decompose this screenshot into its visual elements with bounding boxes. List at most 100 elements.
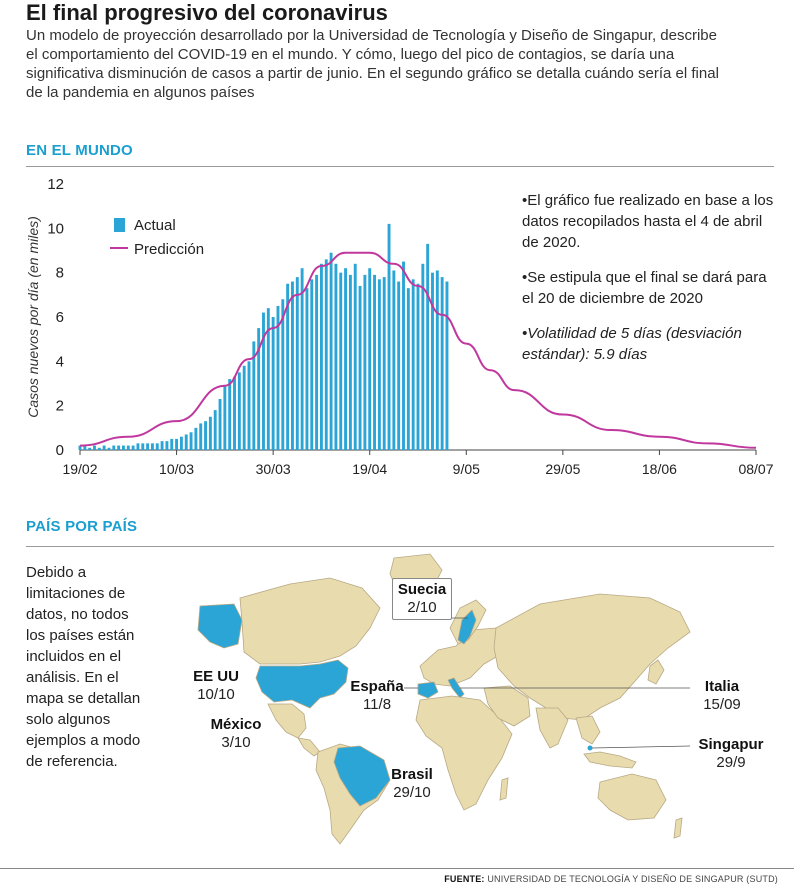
actual-bar [199,423,203,450]
actual-bar [88,447,92,450]
x-tick-label: 19/04 [352,461,387,477]
note-volatility: •Volatilidad de 5 días (desviación están… [522,325,742,363]
x-tick-label: 9/05 [453,461,480,477]
section-divider [26,546,774,547]
actual-bar [300,268,304,450]
actual-bar [339,272,343,450]
indonesia-shape [583,751,637,769]
country-name: Brasil [391,766,433,783]
actual-bar [83,445,87,450]
country-end-date: 11/8 [362,696,392,713]
actual-bar [252,341,256,450]
actual-bar [276,305,280,450]
actual-bar [281,299,285,450]
actual-bar [93,445,96,450]
country-end-date: 29/9 [716,754,746,771]
italy-shape [447,677,465,699]
country-label-espana: España 11/8 [348,678,406,714]
actual-bar [440,277,444,450]
actual-bar [377,279,381,450]
mexico-shape [267,703,307,739]
actual-bar [150,443,154,450]
actual-bar [175,438,179,450]
country-name: Suecia [397,581,447,598]
actual-bar [194,427,198,450]
actual-bar [213,410,217,450]
actual-bar [319,263,323,450]
actual-bar [208,416,212,450]
actual-bar [286,283,290,450]
footer-divider [0,868,794,869]
y-tick-label: 0 [56,442,64,459]
actual-bar [160,441,164,450]
actual-bar [431,272,434,450]
actual-bar [112,445,116,450]
actual-bar [348,274,352,450]
actual-bar [107,447,111,450]
brazil-shape [333,745,391,807]
actual-bar [170,438,174,450]
footer-source: FUENTE: UNIVERSIDAD DE TECNOLOGÍA Y DISE… [444,874,778,884]
actual-bar [266,308,270,450]
actual-bar [117,445,121,450]
y-tick-label: 4 [56,353,64,370]
country-label-usa: EE UU 10/10 [190,668,242,704]
actual-bar [363,274,367,450]
country-label-italia: Italia 15/09 [694,678,750,714]
actual-bar [122,445,125,450]
southeast-asia-shape [575,715,601,745]
country-name: España [350,678,404,695]
world-cases-chart: 0 2 4 6 8 10 12 19/02 10/03 30/03 19/04 9/05 29/05 18… [25,176,774,477]
india-shape [535,707,569,749]
actual-bar [136,443,140,450]
note-end: •Se estipula que el final se dará para e… [522,269,767,307]
actual-bar [218,399,222,450]
actual-bar [184,434,188,450]
prediction-line [79,251,757,449]
actual-bar [324,259,328,450]
actual-bar [445,281,449,450]
page-title: El final progresivo del coronavirus [26,0,388,25]
actual-bar [392,270,396,450]
country-label-mexico: México 3/10 [204,716,268,752]
country-name: EE UU [193,668,239,685]
actual-bar [406,288,410,450]
country-label-singapur: Singapur 29/9 [694,736,768,772]
legend-prediction-label: Predicción [134,241,204,258]
actual-bar [271,317,275,450]
actual-bar [228,379,232,450]
actual-bar [315,274,319,450]
x-tick-label: 30/03 [256,461,291,477]
x-tick-label: 29/05 [545,461,580,477]
actual-bar [334,263,338,450]
y-tick-label: 6 [56,309,64,326]
singapore-leader-line [591,745,691,749]
country-name: Italia [704,678,740,695]
legend-actual-label: Actual [134,217,176,234]
y-axis-title: Casos nuevos por día (en miles) [25,216,41,418]
actual-bar [141,443,145,450]
spain-shape [417,681,439,699]
x-tick-label: 10/03 [159,461,194,477]
actual-bar [435,270,439,450]
country-label-brasil: Brasil 29/10 [384,766,440,802]
actual-bar [295,277,299,450]
actual-bar [165,441,169,450]
madagascar-shape [499,777,509,801]
actual-bar [126,445,130,450]
y-tick-label: 12 [47,176,64,193]
actual-bar [189,432,193,450]
actual-bar [368,268,372,450]
actual-bar [353,263,357,450]
actual-bar [397,281,401,450]
actual-bar [242,365,246,450]
country-name: Singapur [698,736,764,753]
singapore-marker [587,745,593,751]
actual-bar [305,288,309,450]
asia-shape [493,593,691,721]
y-tick-label: 8 [56,265,64,282]
actual-bar [204,421,207,450]
sweden-callout-box [392,578,452,620]
actual-bar [329,252,333,450]
actual-bar [179,436,183,450]
